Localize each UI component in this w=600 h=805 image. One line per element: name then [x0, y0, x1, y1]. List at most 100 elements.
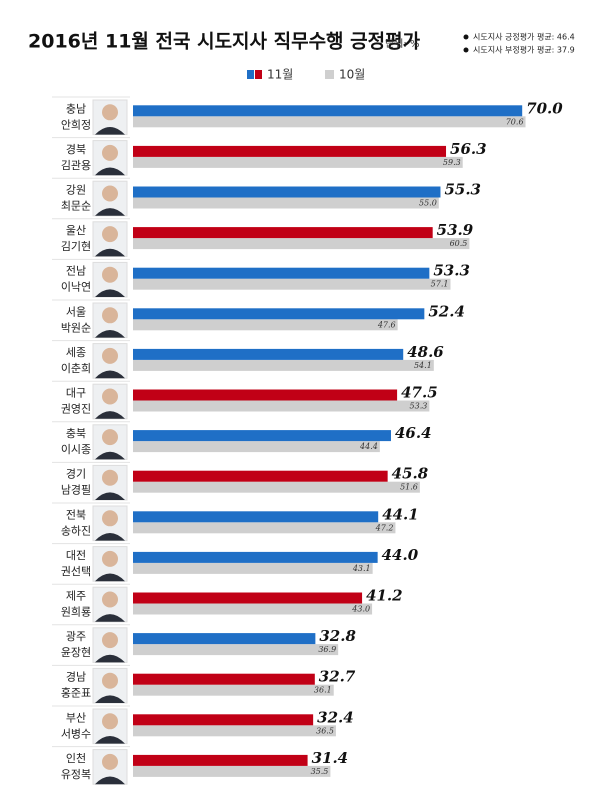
category-name: 서병수: [61, 727, 91, 740]
portrait-head: [102, 469, 118, 486]
portrait-head: [102, 347, 118, 364]
portrait-head: [102, 713, 118, 730]
bar-current: [133, 389, 398, 401]
value-label: 45.8: [392, 465, 429, 483]
bar-current: [133, 267, 430, 279]
value-label: 44.0: [382, 546, 419, 564]
bar-previous: [133, 319, 398, 331]
note-bullet: [463, 34, 469, 40]
portrait-body: [95, 208, 125, 216]
value-label-previous: 36.5: [316, 726, 334, 735]
value-label: 46.4: [395, 424, 432, 442]
bar-previous: [133, 116, 526, 128]
category-name: 남경필: [61, 484, 91, 497]
bar-current: [133, 754, 308, 766]
bar-previous: [133, 765, 331, 777]
category-name: 박원순: [61, 321, 91, 334]
value-label: 52.4: [428, 302, 465, 320]
portrait-body: [95, 248, 125, 257]
category-label: 전북: [66, 508, 86, 521]
value-label-previous: 43.0: [351, 605, 370, 614]
bar-previous: [133, 481, 420, 493]
value-label-previous: 60.5: [450, 239, 468, 248]
value-label: 47.5: [401, 384, 438, 402]
category-name: 송하진: [61, 523, 91, 537]
value-label-previous: 70.6: [506, 117, 524, 126]
bar-current: [133, 227, 433, 239]
category-label: 강원: [66, 184, 86, 197]
category-label: 제주: [66, 590, 86, 603]
note: 시도지사 긍정평가 평균: 46.4: [473, 32, 575, 42]
portrait-body: [95, 654, 125, 663]
portrait-body: [95, 735, 125, 744]
category-label: 울산: [66, 224, 86, 237]
category-label: 경기: [66, 468, 86, 481]
value-label-previous: 55.0: [419, 199, 437, 208]
value-label: 31.4: [312, 749, 349, 767]
portrait-head: [102, 226, 118, 243]
value-label-previous: 35.5: [311, 767, 329, 776]
bar-previous: [133, 522, 396, 534]
bar-current: [133, 186, 441, 198]
bar-previous: [133, 197, 439, 209]
value-label: 55.3: [444, 181, 481, 199]
category-label: 서울: [66, 305, 86, 318]
bar-previous: [133, 441, 380, 453]
category-name: 이시종: [61, 443, 91, 456]
portrait-body: [95, 492, 125, 500]
value-label: 56.3: [450, 140, 487, 158]
legend-swatch: [255, 70, 262, 79]
value-label: 32.8: [319, 627, 356, 645]
value-label-previous: 36.9: [318, 645, 336, 654]
portrait-body: [95, 532, 125, 541]
portrait-head: [102, 144, 118, 161]
bar-current: [133, 105, 523, 117]
portrait-head: [102, 388, 118, 405]
portrait-body: [95, 451, 125, 460]
category-name: 김관용: [61, 159, 91, 172]
note-bullet: [463, 47, 469, 53]
category-label: 부산: [66, 711, 86, 724]
legend-swatch: [325, 70, 334, 79]
category-label: 광주: [66, 630, 86, 643]
bar-previous: [133, 644, 339, 656]
value-label-previous: 36.1: [314, 686, 332, 695]
bar-previous: [133, 562, 373, 574]
portrait-head: [102, 104, 118, 121]
portrait-body: [95, 167, 125, 176]
bar-previous: [133, 359, 434, 371]
value-label: 53.3: [433, 262, 470, 280]
portrait-body: [95, 126, 125, 135]
portrait-body: [95, 614, 125, 622]
bar-current: [133, 633, 316, 645]
category-label: 전남: [66, 265, 86, 278]
value-label-previous: 57.1: [431, 280, 449, 289]
note: 시도지사 부정평가 평균: 37.9: [473, 45, 575, 55]
chart-title: 2016년 11월 전국 시도지사 직무수행 긍정평가: [28, 31, 421, 53]
category-name: 원희룡: [61, 606, 91, 619]
bar-current: [133, 430, 391, 442]
bar-current: [133, 592, 363, 604]
bar-previous: [133, 156, 463, 168]
category-label: 대전: [66, 549, 86, 562]
category-name: 최문순: [61, 200, 91, 213]
legend-label: 11월: [267, 68, 293, 82]
portrait-head: [102, 550, 118, 567]
portrait-head: [102, 185, 118, 202]
legend-swatch: [247, 70, 254, 79]
bar-current: [133, 511, 379, 523]
portrait-body: [95, 411, 125, 419]
value-label: 53.9: [437, 221, 474, 239]
value-label-previous: 43.1: [352, 564, 371, 573]
value-label-previous: 51.6: [400, 483, 418, 492]
portrait-head: [102, 591, 118, 608]
category-label: 경북: [66, 143, 86, 156]
bar-current: [133, 673, 315, 685]
portrait-body: [95, 573, 125, 582]
value-label-previous: 47.6: [377, 320, 396, 329]
value-label: 32.7: [319, 668, 356, 686]
value-label: 44.1: [382, 505, 419, 523]
bar-previous: [133, 684, 334, 696]
portrait-body: [95, 776, 125, 785]
category-label: 세종: [66, 346, 86, 359]
